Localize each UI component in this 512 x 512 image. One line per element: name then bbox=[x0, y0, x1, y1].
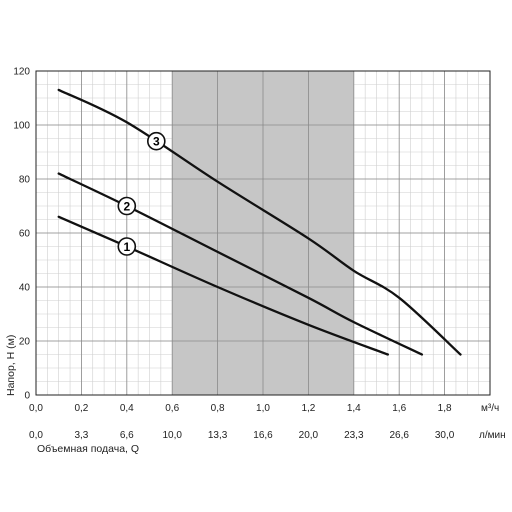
x2-tick-label: 3,3 bbox=[74, 430, 88, 441]
curve-label-1: 1 bbox=[117, 237, 137, 256]
curve-label-text: 3 bbox=[153, 135, 160, 149]
x2-tick-label: 20,0 bbox=[299, 430, 319, 441]
curve-label-circle bbox=[117, 196, 137, 216]
x2-tick-label: 10,0 bbox=[162, 430, 182, 441]
curve-1 bbox=[57, 215, 389, 356]
x-tick-label: 1,6 bbox=[392, 403, 406, 414]
y-tick-label: 60 bbox=[19, 229, 31, 240]
x-tick-label: 1,4 bbox=[347, 403, 361, 414]
x2-tick-label: 26,6 bbox=[389, 430, 409, 441]
y-tick-label: 80 bbox=[19, 175, 31, 186]
plot-frame bbox=[35, 70, 491, 396]
x-axis-title: Объемная подача, Q bbox=[37, 443, 139, 455]
x2-tick-label: 23,3 bbox=[344, 430, 364, 441]
x-tick-label: 1,2 bbox=[301, 403, 315, 414]
x2-tick-label: 16,6 bbox=[253, 430, 273, 441]
y-axis-title: Напор, Н (м) bbox=[5, 335, 17, 396]
major-grid bbox=[36, 71, 490, 395]
curve-label-circle bbox=[147, 131, 166, 151]
x-tick-label: 0,0 bbox=[29, 403, 43, 414]
x-tick-label: 0,8 bbox=[211, 403, 225, 414]
x-unit-label: м³/ч bbox=[481, 403, 499, 414]
x2-tick-label: 13,3 bbox=[208, 430, 228, 441]
x-tick-label: 0,6 bbox=[165, 403, 179, 414]
x-tick-labels: 0,0 0,2 0,4 0,6 0,8 1,0 1,2 1,4 1,6 1,8 bbox=[29, 403, 452, 414]
x2-tick-label: 30,0 bbox=[435, 430, 455, 441]
y-tick-label: 40 bbox=[19, 283, 31, 294]
curve-label-circle bbox=[117, 237, 137, 256]
x-tick-label: 1,0 bbox=[256, 403, 270, 414]
curve-label-text: 2 bbox=[123, 199, 130, 213]
y-tick-label: 120 bbox=[13, 67, 30, 78]
x2-tick-labels: 0,0 3,3 6,6 10,0 13,3 16,6 20,0 23,3 26,6 30,0 bbox=[29, 430, 455, 441]
x2-tick-label: 0,0 bbox=[29, 430, 43, 441]
x-tick-label: 0,4 bbox=[120, 403, 134, 414]
x2-tick-label: 6,6 bbox=[120, 430, 134, 441]
x2-unit-label: л/мин bbox=[479, 430, 506, 441]
curve-3 bbox=[57, 88, 462, 356]
curve-labels: 1 2 3 bbox=[117, 131, 166, 256]
curve-label-2: 2 bbox=[117, 196, 137, 216]
curve-label-3: 3 bbox=[147, 131, 166, 151]
x-tick-label: 0,2 bbox=[74, 403, 88, 414]
y-tick-label: 0 bbox=[24, 391, 30, 402]
y-tick-labels: 0 20 40 60 80 100 120 bbox=[13, 67, 30, 402]
x-tick-label: 1,8 bbox=[438, 403, 452, 414]
y-tick-label: 100 bbox=[13, 121, 30, 132]
curve-label-text: 1 bbox=[123, 240, 130, 254]
y-tick-label: 20 bbox=[19, 337, 31, 348]
